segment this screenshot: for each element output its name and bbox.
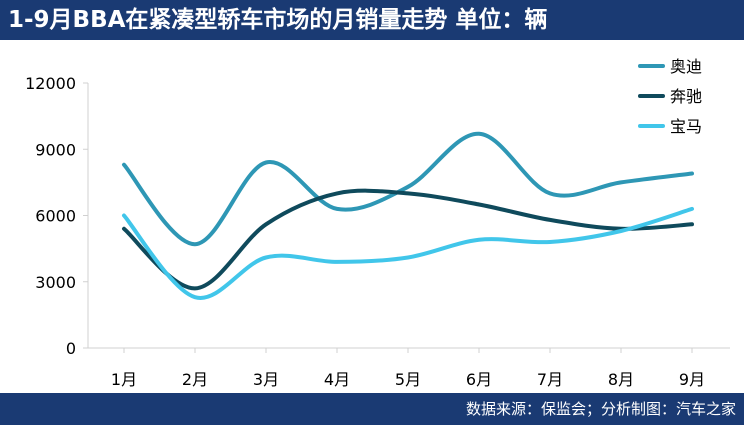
y-tick-label: 9000 bbox=[35, 140, 76, 159]
data-point bbox=[406, 255, 410, 259]
x-tick-label: 2月 bbox=[182, 370, 208, 389]
legend-item: 宝马 bbox=[638, 117, 702, 136]
series-2 bbox=[122, 188, 694, 291]
x-tick-label: 5月 bbox=[395, 370, 421, 389]
y-tick-label: 0 bbox=[66, 339, 76, 358]
data-point bbox=[264, 222, 268, 226]
series-3 bbox=[122, 206, 694, 300]
data-point bbox=[548, 240, 552, 244]
y-tick-label: 3000 bbox=[35, 273, 76, 292]
legend-item: 奔驰 bbox=[638, 87, 702, 106]
y-tick-label: 12000 bbox=[25, 74, 76, 93]
x-axis: 1月 2月 3月 4月 5月 6月 7月 8月 9月 bbox=[88, 347, 730, 389]
source-note: 数据来源：保监会；分析制图：汽车之家 bbox=[465, 400, 736, 418]
data-point bbox=[690, 172, 694, 176]
series-lines bbox=[122, 131, 694, 300]
data-point bbox=[122, 163, 126, 167]
legend-item: 奥迪 bbox=[638, 57, 702, 76]
data-point bbox=[264, 255, 268, 259]
data-point bbox=[193, 286, 197, 290]
chart-title-bar: 1-9月BBA在紧凑型轿车市场的月销量走势 单位：辆 bbox=[0, 0, 744, 40]
x-tick-label: 3月 bbox=[253, 370, 279, 389]
y-tick-label: 6000 bbox=[35, 207, 76, 226]
chart-title: 1-9月BBA在紧凑型轿车市场的月销量走势 单位：辆 bbox=[8, 7, 548, 33]
data-point bbox=[406, 191, 410, 195]
x-tick-label: 7月 bbox=[537, 370, 563, 389]
data-point bbox=[619, 180, 623, 184]
y-axis: 0 3000 6000 9000 12000 bbox=[25, 74, 89, 358]
x-tick-label: 4月 bbox=[324, 370, 350, 389]
data-point bbox=[335, 191, 339, 195]
data-point bbox=[548, 191, 552, 195]
series-line bbox=[122, 188, 694, 291]
data-point bbox=[690, 222, 694, 226]
data-point bbox=[264, 161, 268, 165]
data-point bbox=[477, 238, 481, 242]
legend-label: 宝马 bbox=[670, 117, 702, 136]
data-point bbox=[335, 207, 339, 211]
legend-label: 奥迪 bbox=[670, 57, 702, 76]
x-tick-label: 8月 bbox=[608, 370, 634, 389]
data-point bbox=[548, 218, 552, 222]
data-point bbox=[690, 207, 694, 211]
data-point bbox=[477, 202, 481, 206]
data-point bbox=[477, 132, 481, 136]
series-line bbox=[122, 206, 694, 300]
data-point bbox=[619, 229, 623, 233]
data-point bbox=[122, 214, 126, 218]
data-point bbox=[335, 260, 339, 264]
x-tick-label: 1月 bbox=[111, 370, 137, 389]
data-point bbox=[122, 227, 126, 231]
legend-label: 奔驰 bbox=[670, 87, 702, 106]
x-tick-label: 9月 bbox=[679, 370, 705, 389]
source-footer: 数据来源：保监会；分析制图：汽车之家 bbox=[0, 393, 744, 425]
data-point bbox=[193, 242, 197, 246]
data-point bbox=[406, 185, 410, 189]
data-point bbox=[193, 295, 197, 299]
x-tick-label: 6月 bbox=[466, 370, 492, 389]
